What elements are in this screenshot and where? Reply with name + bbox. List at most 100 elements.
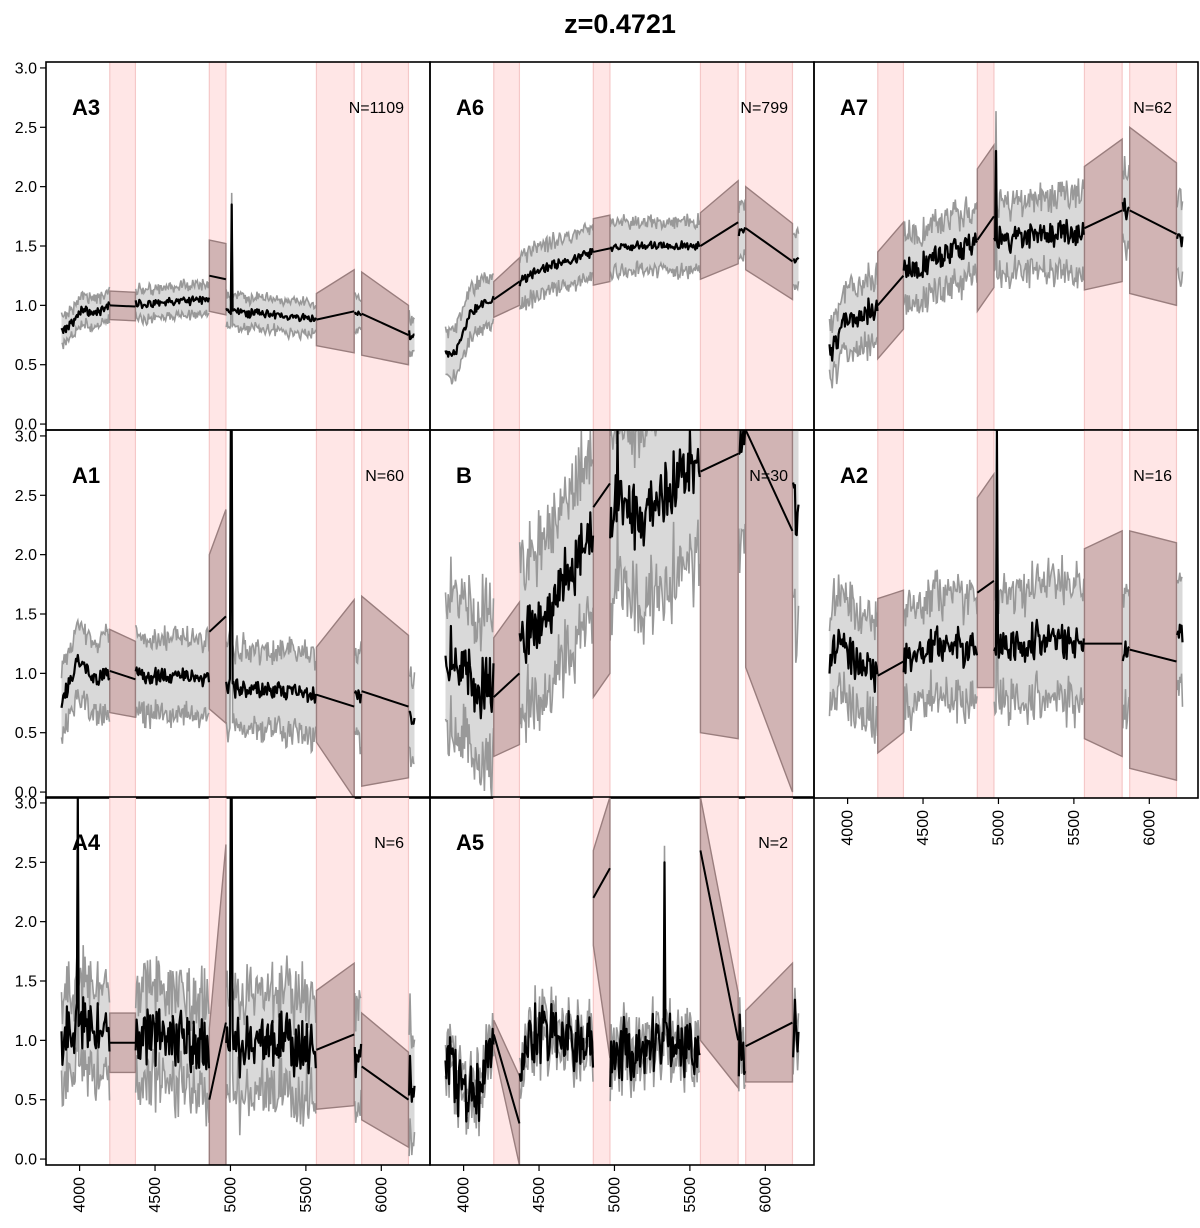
spread-upper-5 [408,666,416,689]
panel-a6: A6 N=799 [429,61,815,431]
spread-upper-3 [225,192,317,311]
spread-lower-4 [738,249,746,262]
spread-lower-3 [609,260,701,282]
panel-a7: A7 N=62 [813,61,1199,431]
mean-spectrum-5 [1176,233,1184,248]
panel-count: N=60 [365,468,404,485]
interp-mean-3 [1084,209,1123,230]
masked-region-1 [109,62,137,430]
spread-upper-5 [792,225,800,239]
y-tick-label: 2.5 [15,855,37,872]
interp-band-3 [315,961,355,1110]
spread-lower-1 [60,689,111,744]
interp-band-3 [315,597,355,798]
spread-upper-4 [1122,583,1130,608]
spread-upper-3 [225,797,317,1036]
plot-area [60,62,415,430]
spread-lower-5 [408,349,415,358]
y-tick-label: 2.0 [15,179,37,196]
mean-spectrum-5 [792,256,800,264]
spread-upper-3 [609,213,701,232]
spread-lower-3 [225,469,317,755]
mean-spectrum-2 [134,295,211,310]
interp-band-3 [315,268,355,354]
spread-upper-2 [902,569,978,627]
spread-upper-4 [354,641,362,665]
spread-upper-5 [1176,187,1184,211]
spread-upper-2 [518,221,594,264]
interp-mean-1 [877,660,904,677]
spread-upper-5 [408,310,415,326]
spread-upper-4 [738,199,746,214]
interp-mean-2 [592,867,611,899]
interp-band-3 [699,179,739,281]
interp-mean-3 [699,221,739,247]
panel-b: B N=30 [429,429,815,799]
x-tick-label: 4000 [456,1177,473,1213]
mean-spectrum-4 [737,430,747,455]
spread-lower-1 [61,314,111,350]
mean-spectrum-4 [737,226,747,237]
mean-spectrum-1 [444,295,495,358]
panel-a1: A1 N=60 0.0 0.5 1.0 1.5 2.0 2.5 3.0 [15,428,431,802]
mean-spectrum-2 [518,1002,595,1082]
x-tick-label: 4500 [915,810,932,846]
interp-mean-1 [109,670,136,681]
panel-count: N=1109 [349,100,404,117]
spread-lower-4 [1122,233,1130,261]
y-tick-label: 2.5 [15,488,37,505]
x-tick-label: 5000 [222,1177,239,1213]
interp-band-2 [208,509,227,725]
mean-spectrum-5 [408,330,415,341]
plot-area [60,430,416,798]
interp-band-3 [699,430,739,740]
y-tick-label: 0.0 [15,417,37,434]
spread-upper-1 [828,574,879,641]
mean-spectrum-3 [609,240,701,253]
masked-region-3 [315,62,355,430]
mean-spectrum-3 [993,430,1085,663]
spread-lower-5 [792,281,800,292]
interp-mean-2 [209,274,227,281]
mean-spectrum-3 [609,430,701,551]
mean-spectrum-3 [225,430,317,704]
interp-band-4 [744,185,794,301]
y-tick-label: 1.0 [15,666,37,683]
y-tick-label: 0.5 [15,725,37,742]
spread-upper-3 [993,111,1085,222]
panel-a3: A3 N=1109 0.0 0.5 1.0 1.5 2.0 2.5 3.0 [15,60,431,434]
x-tick-label: 5500 [1066,810,1083,846]
interp-mean-2 [976,215,995,241]
interp-band-1 [877,589,905,755]
panel-frame [813,429,1199,799]
y-tick-label: 3.0 [15,795,37,812]
mean-spectrum-1 [60,301,111,334]
y-tick-label: 0.5 [15,1092,37,1109]
interp-mean-4 [1129,209,1177,236]
y-tick-label: 0.0 [15,1152,37,1169]
interp-mean-1 [109,304,136,308]
interp-mean-4 [361,1065,410,1101]
panel-frame [429,796,815,1166]
spread-band-3 [994,430,1084,729]
mean-spectrum-1 [828,628,879,693]
spread-upper-1 [444,272,495,339]
interp-mean-2 [208,1022,227,1100]
spread-band-3 [226,430,316,752]
mean-spectrum-1 [828,297,879,362]
panel-count: N=2 [758,835,788,852]
figure-title: z=0.4721 [564,9,676,39]
interp-band-1 [493,599,521,758]
mean-spectrum-5 [1176,623,1184,643]
panel-a2: A2 N=16 4000 4500 5000 5500 6000 [813,429,1199,846]
spread-lower-5 [1176,266,1184,287]
spread-lower-3 [993,190,1085,290]
mean-spectrum-5 [408,710,416,725]
spread-lower-1 [445,318,495,385]
plot-area [444,797,800,1165]
masked-region-1 [109,430,137,798]
spread-band-5 [1177,572,1183,707]
spread-upper-3 [609,430,700,469]
x-tick-label: 5000 [990,810,1007,846]
